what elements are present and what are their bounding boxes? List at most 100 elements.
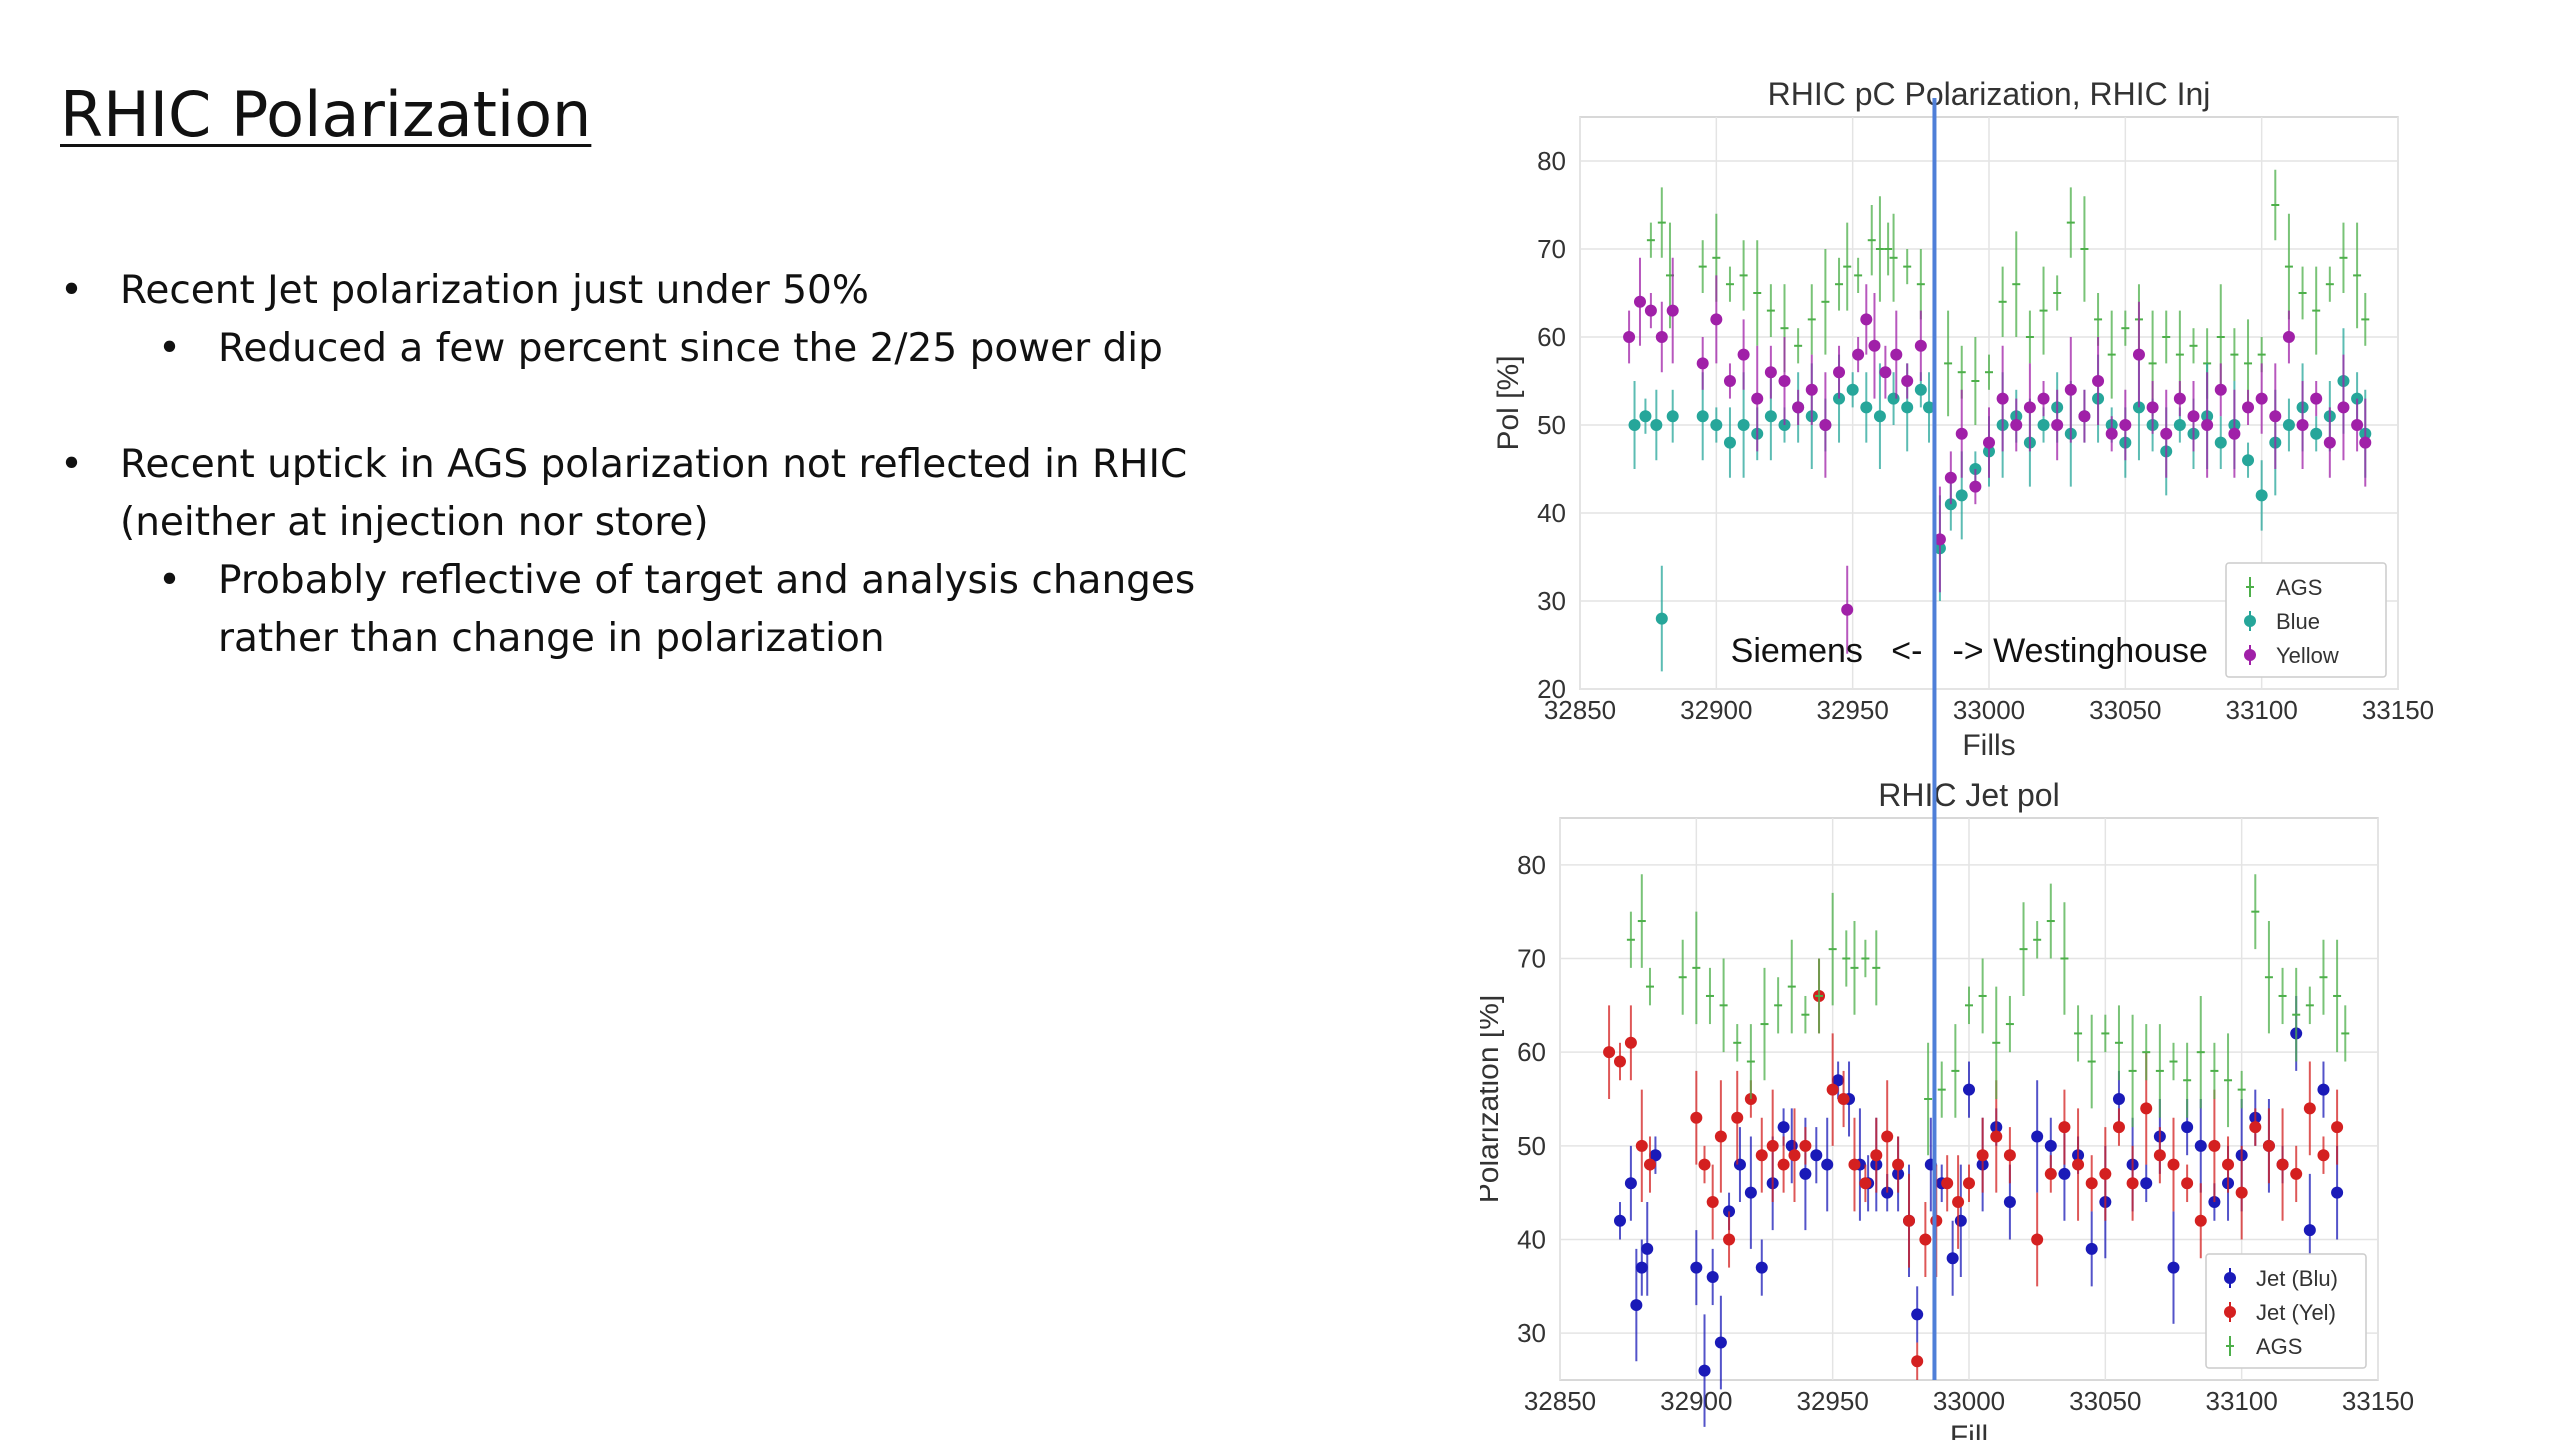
data-point <box>1821 1158 1834 1171</box>
data-point <box>2242 454 2255 467</box>
data-point <box>1628 419 1641 431</box>
data-point <box>2255 392 2268 405</box>
data-point <box>1914 383 1927 396</box>
data-point <box>2112 1121 2125 1134</box>
data-point <box>1826 1083 1839 1096</box>
data-point <box>2290 1167 2303 1180</box>
data-point <box>2269 410 2282 423</box>
data-point <box>2105 427 2118 440</box>
data-point <box>1901 375 1914 387</box>
data-point <box>2031 1130 2044 1143</box>
data-point <box>1778 375 1791 387</box>
data-point <box>2010 419 2023 431</box>
data-point <box>2140 1177 2153 1190</box>
data-point <box>2317 1149 2330 1162</box>
data-point <box>1952 1196 1965 1209</box>
legend-marker <box>2244 649 2256 661</box>
data-point <box>1903 1214 1916 1227</box>
data-point <box>2317 1083 2330 1096</box>
data-point <box>1731 1111 1744 1124</box>
data-point <box>1868 339 1881 352</box>
data-point <box>1649 1149 1662 1162</box>
chart-title: RHIC pC Polarization, RHIC Inj <box>1768 76 2211 112</box>
data-point <box>1737 419 1750 431</box>
data-point <box>1635 1261 1648 1274</box>
x-axis-label: Fill <box>1950 1420 1988 1440</box>
data-point <box>1764 410 1777 423</box>
data-point <box>2228 427 2241 440</box>
x-tick-label: 33000 <box>1933 1386 2005 1416</box>
data-point <box>1744 1186 1757 1199</box>
legend-label: AGS <box>2276 575 2322 600</box>
x-tick-label: 33000 <box>1953 695 2025 725</box>
data-point <box>2023 401 2036 414</box>
data-point <box>1879 366 1892 379</box>
data-point <box>1799 1139 1812 1152</box>
legend-label: Jet (Blu) <box>2256 1266 2338 1291</box>
data-point <box>1690 1261 1703 1274</box>
data-point <box>2181 1177 2194 1190</box>
data-point <box>2132 348 2145 361</box>
data-point <box>2031 1233 2044 1246</box>
y-tick-label: 60 <box>1537 322 1566 352</box>
data-point <box>1696 410 1709 423</box>
data-point <box>1639 410 1652 423</box>
y-tick-label: 30 <box>1517 1318 1546 1348</box>
data-point <box>2160 427 2173 440</box>
data-point <box>1963 1083 1975 1096</box>
data-point <box>1887 392 1900 405</box>
data-point <box>2282 419 2295 431</box>
chart-title: RHIC Jet pol <box>1878 777 2059 813</box>
data-point <box>1901 401 1914 414</box>
data-point <box>2003 1196 2016 1209</box>
data-point <box>1911 1308 1924 1321</box>
data-point <box>1969 480 1982 493</box>
data-point <box>1650 419 1663 431</box>
data-point <box>1819 419 1832 431</box>
data-point <box>1954 1214 1967 1227</box>
data-point <box>2255 489 2268 502</box>
legend-marker <box>2244 615 2256 627</box>
data-point <box>1635 1139 1648 1152</box>
data-point <box>1892 1158 1905 1171</box>
data-point <box>1666 410 1679 423</box>
data-point <box>1641 1242 1654 1255</box>
data-point <box>1976 1149 1989 1162</box>
series-yellow <box>1623 257 2372 654</box>
data-point <box>2208 1139 2221 1152</box>
bullet-ags-uptick: Recent uptick in AGS polarization not re… <box>60 436 1260 552</box>
x-tick-label: 33150 <box>2362 695 2434 725</box>
data-point <box>2249 1121 2262 1134</box>
data-point <box>1714 1130 1727 1143</box>
y-tick-label: 50 <box>1537 410 1566 440</box>
data-point <box>2003 1149 2016 1162</box>
data-point <box>1624 1177 1637 1190</box>
x-tick-label: 33100 <box>2206 1386 2278 1416</box>
x-tick-label: 32850 <box>1524 1386 1596 1416</box>
data-point <box>1714 1336 1727 1349</box>
data-point <box>2064 383 2077 396</box>
data-point <box>1852 348 1865 361</box>
annotation-group: Siemens <- -> Westinghouse <box>1731 98 2208 1380</box>
chart-pc-polarization: 32850 32900 32950 33000 33050 33100 33150 20 30 4… <box>1492 76 2434 762</box>
annotation-siemens: Siemens <- <box>1731 632 1923 670</box>
y-tick-label: 40 <box>1517 1225 1546 1255</box>
data-point <box>1860 313 1873 326</box>
data-point <box>1698 1364 1711 1377</box>
data-point <box>1873 410 1886 423</box>
data-point <box>1643 1158 1656 1171</box>
data-point <box>2359 436 2372 449</box>
data-point <box>2235 1186 2248 1199</box>
data-point <box>2310 427 2323 440</box>
data-point <box>2276 1158 2289 1171</box>
data-point <box>2242 401 2255 414</box>
data-point <box>1613 1214 1626 1227</box>
legend-marker <box>2224 1306 2236 1318</box>
x-tick-label: 33100 <box>2226 695 2298 725</box>
data-point <box>2146 401 2159 414</box>
data-point <box>1833 366 1846 379</box>
y-tick-label: 40 <box>1537 498 1566 528</box>
data-point <box>1890 348 1903 361</box>
data-point <box>1946 1252 1959 1265</box>
data-point <box>2044 1139 2057 1152</box>
